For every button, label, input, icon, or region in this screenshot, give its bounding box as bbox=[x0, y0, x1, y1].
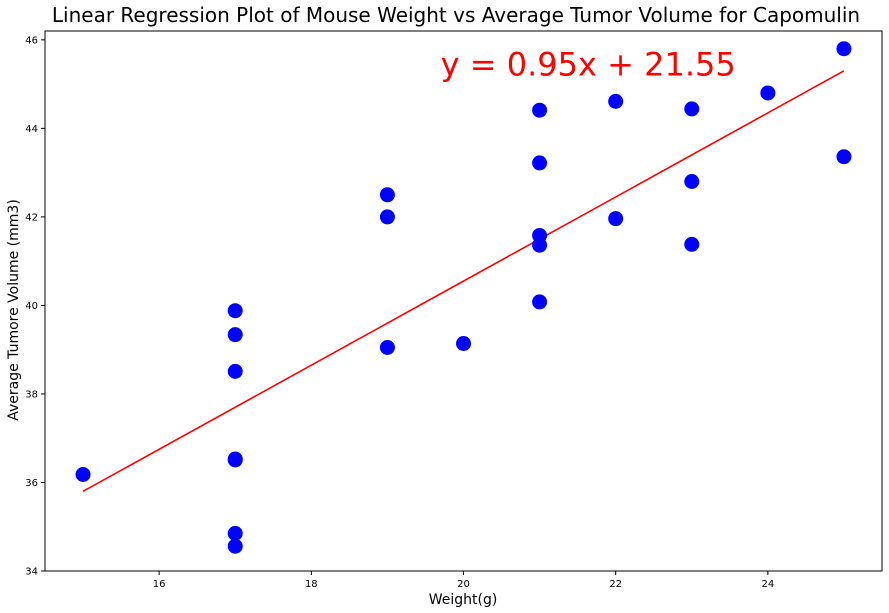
y-tick-label: 42 bbox=[25, 212, 38, 223]
x-tick-label: 16 bbox=[153, 579, 166, 590]
plot-area-frame bbox=[44, 30, 883, 572]
scatter-point bbox=[227, 363, 243, 379]
scatter-point bbox=[75, 467, 91, 483]
y-tick-label: 46 bbox=[25, 35, 38, 46]
x-axis-label: Weight(g) bbox=[429, 592, 498, 608]
x-tick-label: 22 bbox=[609, 579, 622, 590]
scatter-point bbox=[836, 41, 852, 57]
scatter-point bbox=[227, 525, 243, 541]
x-tick-label: 18 bbox=[305, 579, 318, 590]
scatter-point bbox=[227, 303, 243, 319]
scatter-point bbox=[379, 339, 395, 355]
x-tick-label: 24 bbox=[761, 579, 774, 590]
scatter-point bbox=[608, 211, 624, 227]
scatter-point bbox=[684, 236, 700, 252]
y-tick-label: 36 bbox=[25, 478, 38, 489]
scatter-point bbox=[532, 237, 548, 253]
scatter-point bbox=[227, 327, 243, 343]
chart-title: Linear Regression Plot of Mouse Weight v… bbox=[52, 3, 860, 27]
scatter-point bbox=[684, 101, 700, 117]
y-tick-label: 38 bbox=[25, 389, 38, 400]
x-tick-label: 20 bbox=[457, 579, 470, 590]
scatter-point bbox=[532, 155, 548, 171]
scatter-point bbox=[379, 209, 395, 225]
regression-line bbox=[82, 70, 845, 493]
y-axis-label: Average Tumore Volume (mm3) bbox=[6, 199, 22, 421]
scatter-point bbox=[532, 294, 548, 310]
scatter-point bbox=[379, 187, 395, 203]
scatter-point bbox=[227, 451, 243, 467]
scatter-point bbox=[760, 85, 776, 101]
scatter-point bbox=[532, 102, 548, 118]
scatter-point bbox=[456, 335, 471, 351]
scatter-point bbox=[227, 538, 243, 554]
y-tick-label: 40 bbox=[25, 301, 38, 312]
y-tick-label: 44 bbox=[25, 124, 38, 135]
scatter-point bbox=[684, 173, 700, 189]
scatter-point bbox=[836, 149, 852, 165]
regression-equation-label: y = 0.95x + 21.55 bbox=[441, 45, 736, 83]
scatter-point bbox=[608, 93, 624, 109]
y-tick-label: 34 bbox=[25, 567, 38, 578]
